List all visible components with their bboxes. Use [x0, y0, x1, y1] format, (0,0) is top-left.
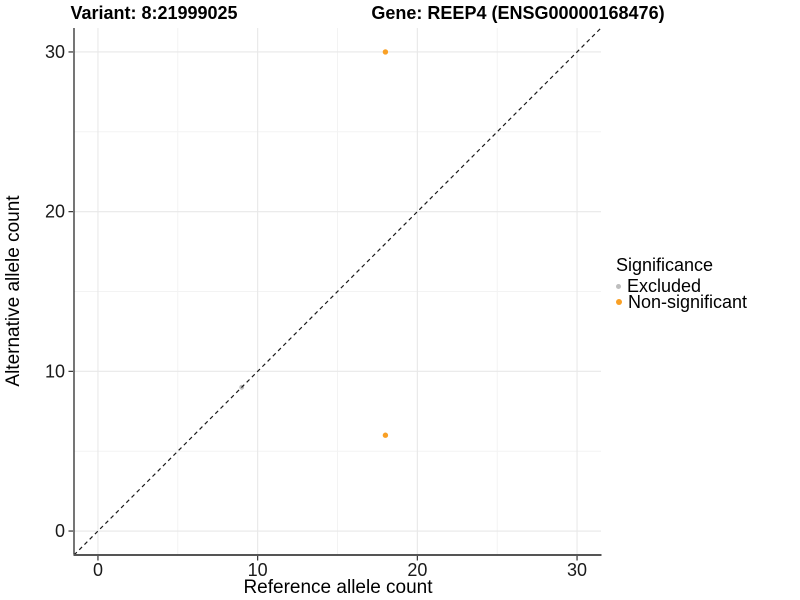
y-tick-label: 0	[55, 521, 65, 541]
x-axis-label: Reference allele count	[243, 577, 433, 598]
y-tick-label: 20	[45, 202, 65, 222]
legend-title: Significance	[616, 255, 714, 275]
legend: Significance Excluded Non-significant	[614, 255, 748, 312]
x-tick-label: 20	[407, 560, 427, 580]
x-tick-label: 10	[248, 560, 268, 580]
data-point-non-significant	[382, 49, 389, 55]
legend-item-label: Non-significant	[628, 292, 748, 312]
y-axis-label: Alternative allele count	[3, 195, 24, 387]
x-tick-label: 30	[567, 560, 587, 580]
legend-item: Excluded	[614, 276, 747, 296]
legend-items: Excluded Non-significant	[614, 276, 748, 312]
legend-item: Non-significant	[614, 292, 748, 312]
gene-title: Gene: REEP4 (ENSG00000168476)	[371, 3, 665, 23]
legend-swatch-dot	[616, 283, 621, 289]
y-tick-label: 10	[45, 361, 65, 381]
identity-line	[73, 27, 602, 556]
x-tick-label: 0	[93, 560, 103, 580]
legend-item-label: Excluded	[627, 276, 702, 296]
data-point-non-significant	[382, 432, 389, 438]
y-tick-label: 30	[45, 42, 65, 62]
legend-swatch-dot	[616, 299, 622, 305]
variant-title: Variant: 8:21999025	[70, 3, 238, 23]
